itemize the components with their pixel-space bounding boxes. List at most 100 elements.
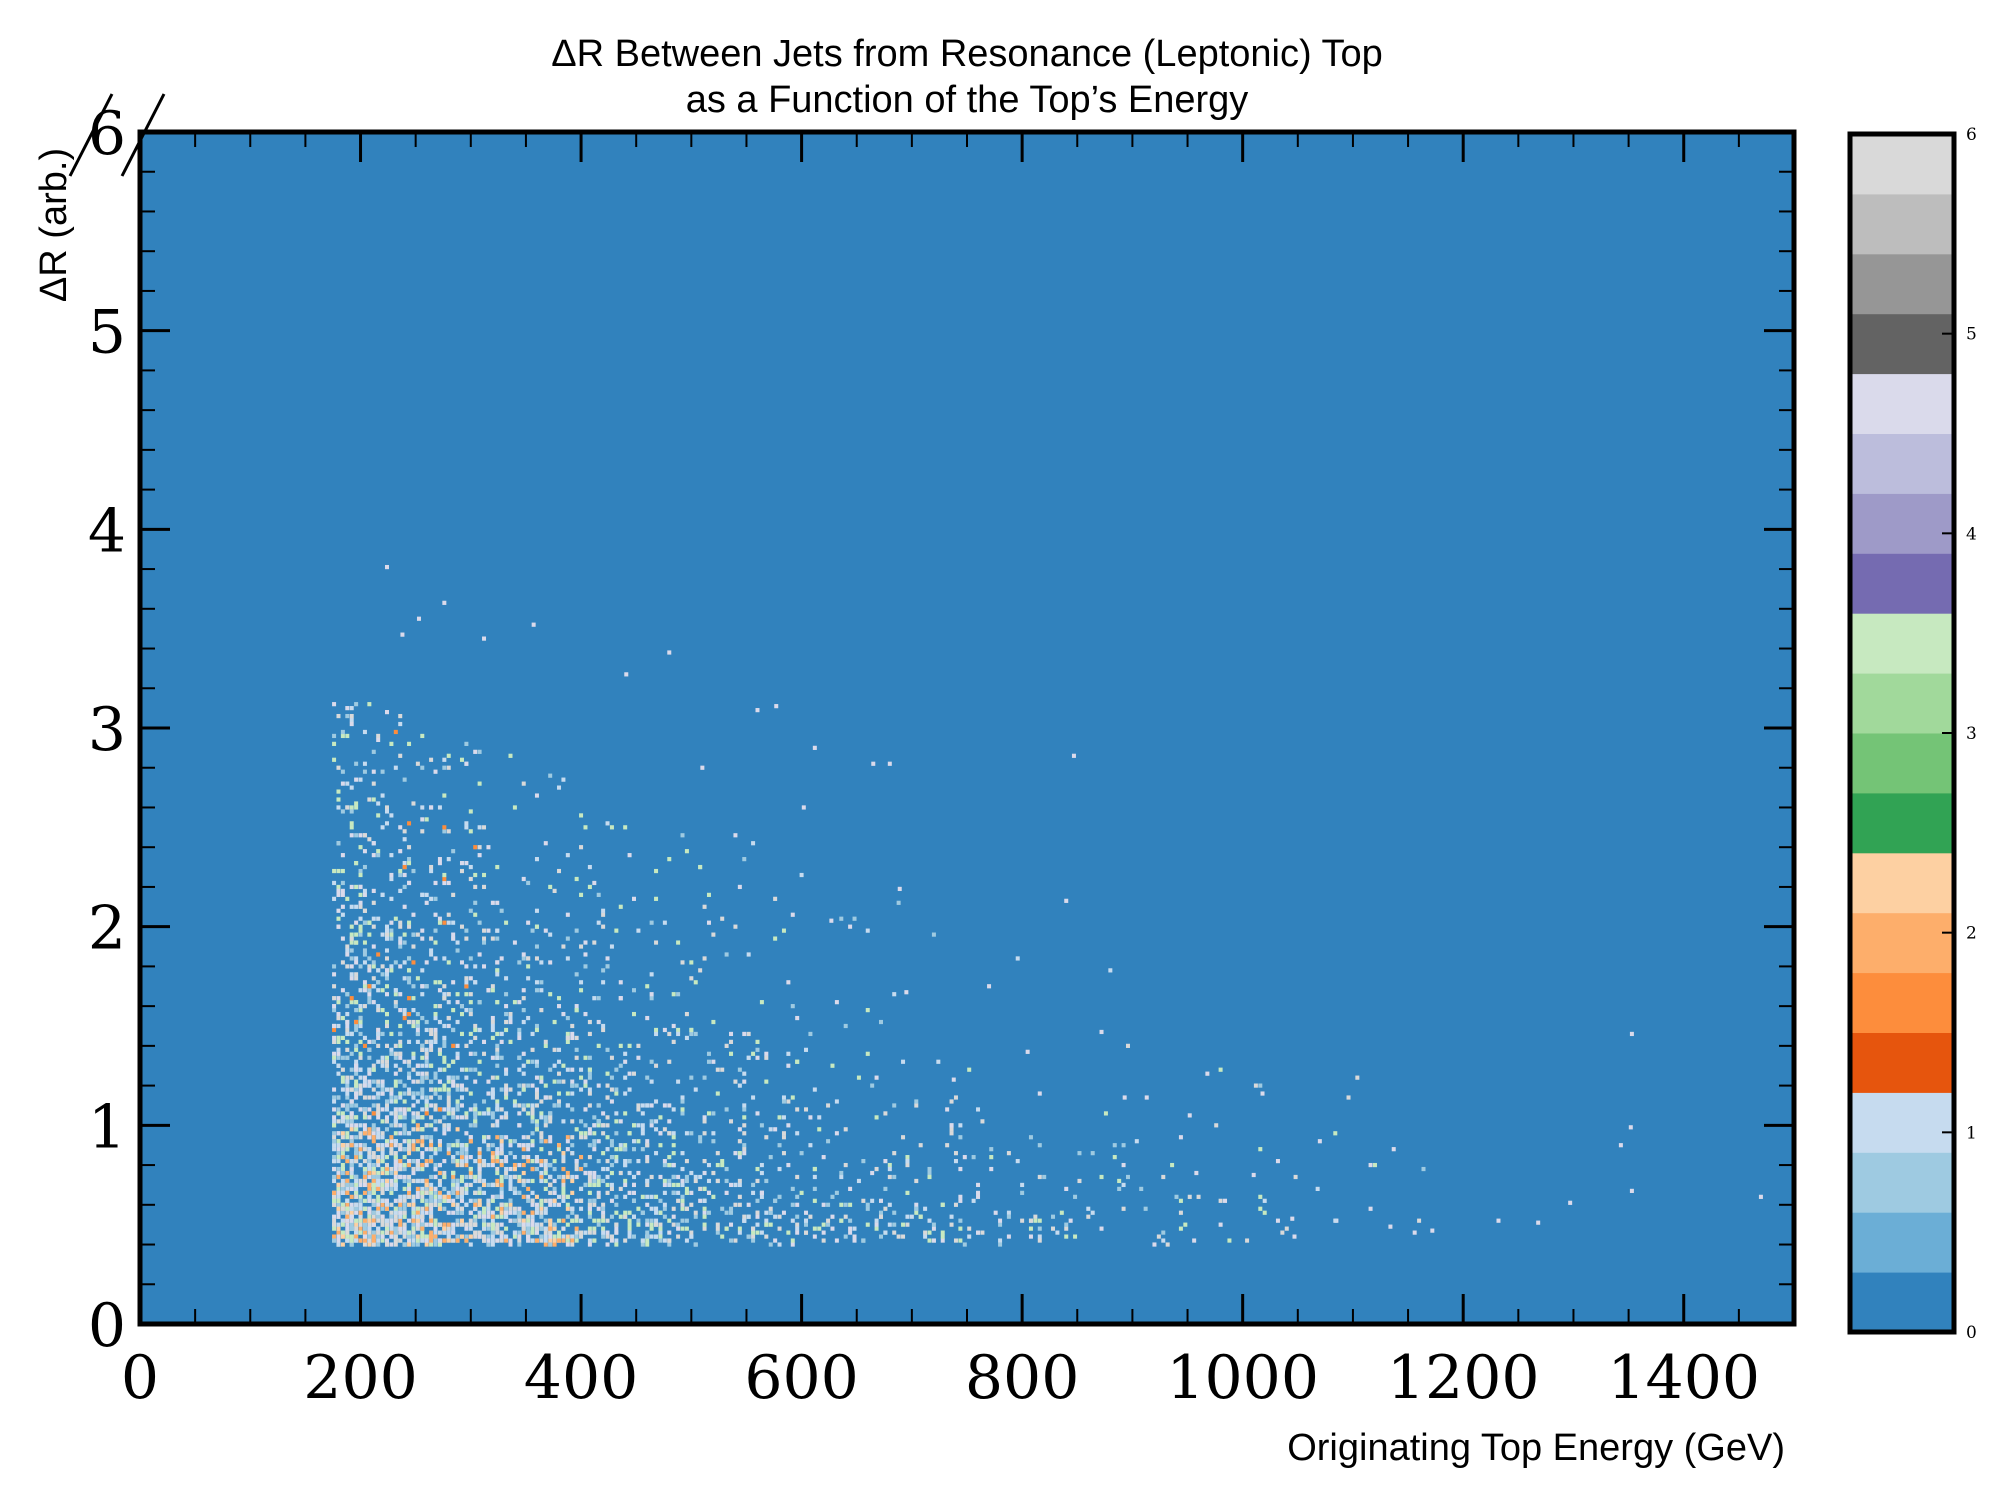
data-point [534,1202,539,1207]
data-point [715,1091,720,1096]
data-point [737,1202,742,1207]
data-point [332,1226,337,1231]
data-point [490,1182,495,1188]
data-point [345,1238,350,1243]
data-point [918,1214,923,1219]
data-point [340,1162,345,1168]
data-point [482,1162,487,1168]
x-axis-label: Originating Top Energy (GeV) [1287,1427,1785,1469]
data-point [755,1222,760,1227]
data-point [521,952,526,957]
data-point [490,1234,495,1239]
data-point [393,988,398,993]
data-point [534,1103,539,1108]
data-point [587,864,592,870]
data-point [759,1230,764,1235]
data-point [336,765,341,770]
data-point [371,1202,376,1207]
data-point [336,1143,341,1148]
data-point [354,932,359,937]
data-point [623,1059,628,1064]
data-point [362,952,367,957]
data-point [455,948,460,953]
data-point [1064,1234,1069,1239]
data-point [499,1186,504,1192]
data-point [689,976,694,981]
data-point [384,1127,389,1132]
data-point [1152,1242,1157,1247]
data-point [548,1067,553,1072]
data-point [354,702,359,707]
data-point [429,1027,434,1033]
data-point [720,1206,725,1211]
data-point [654,1206,659,1211]
data-point [583,940,588,945]
data-point [380,1083,385,1088]
data-point [371,1214,376,1219]
data-point [490,1143,495,1148]
data-point [354,1135,359,1140]
data-point [1262,1210,1267,1215]
data-point [658,1174,663,1180]
data-point [1006,1234,1011,1239]
data-point [362,729,367,735]
data-point [424,1071,429,1076]
data-point [548,1139,553,1144]
data-point [384,1119,389,1124]
data-point [362,1206,367,1211]
data-point [367,1095,372,1100]
data-point [570,1218,575,1223]
data-point [901,1234,906,1239]
data-point [609,1139,614,1144]
data-point [795,1174,800,1180]
data-point [517,960,522,965]
data-point [1051,1226,1056,1231]
data-point [570,1079,575,1084]
data-point [737,1083,742,1088]
data-point [662,1027,667,1033]
data-point [451,1027,456,1033]
data-point [349,936,354,941]
data-point [446,1234,451,1239]
data-point [389,932,394,937]
data-point [349,1206,354,1211]
data-point [415,1242,420,1247]
data-point [711,1170,716,1176]
data-point [380,1198,385,1203]
data-point [1333,1131,1338,1136]
data-point [609,1214,614,1219]
data-point [490,1158,495,1164]
data-point [468,908,473,913]
data-point [1125,1043,1130,1048]
data-point [415,932,420,937]
data-point [557,868,562,874]
data-point [380,1135,385,1140]
data-point [380,1222,385,1227]
data-point [411,984,416,989]
data-point [367,1162,372,1168]
data-point [354,1238,359,1243]
data-point [411,1202,416,1207]
data-point [543,1139,548,1144]
data-point [358,1198,363,1203]
data-point [618,904,623,909]
data-point [332,1194,337,1199]
data-point [451,1182,456,1188]
data-point [499,908,504,913]
data-point [490,1214,495,1219]
data-point [367,1158,372,1164]
data-point [654,896,659,901]
data-point [424,1103,429,1108]
data-point [565,1035,570,1041]
data-point [384,1182,389,1188]
data-point [574,1214,579,1219]
data-point [429,1158,434,1164]
data-point [777,1166,782,1172]
data-point [389,872,394,878]
data-point [914,1210,919,1215]
data-point [420,968,425,973]
data-point [587,1071,592,1076]
data-point [455,1043,460,1048]
data-point [407,1011,412,1017]
data-point [565,912,570,917]
